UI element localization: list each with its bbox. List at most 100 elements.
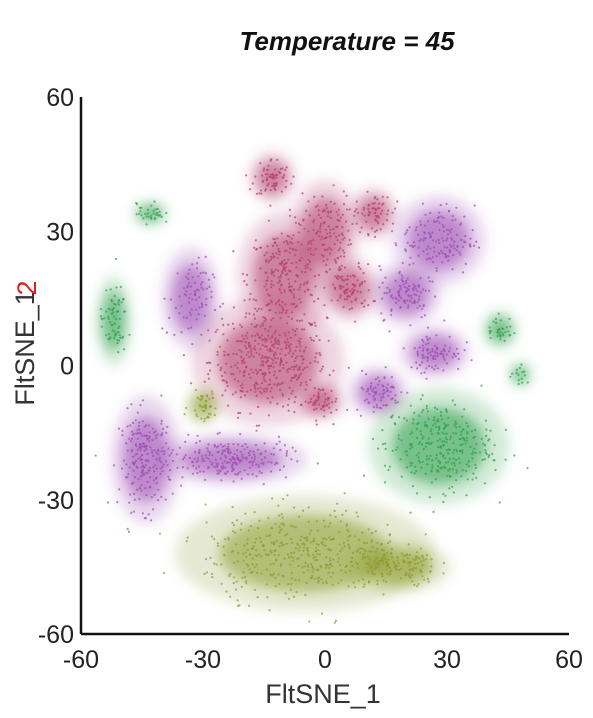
scatter-point <box>244 551 247 554</box>
scatter-point <box>190 308 193 311</box>
scatter-point <box>489 330 493 333</box>
scatter-point <box>147 513 150 516</box>
scatter-point <box>204 400 208 403</box>
scatter-point <box>418 239 421 242</box>
scatter-point <box>183 456 186 459</box>
scatter-point <box>252 313 256 316</box>
scatter-point <box>384 447 387 450</box>
scatter-point <box>198 398 201 401</box>
scatter-point <box>406 553 409 556</box>
scatter-point <box>394 394 397 397</box>
scatter-point <box>237 411 240 415</box>
scatter-point <box>425 248 428 251</box>
scatter-point <box>197 289 200 292</box>
scatter-point <box>408 564 411 567</box>
scatter-point <box>277 300 280 304</box>
scatter-point <box>284 303 287 306</box>
scatter-point <box>410 297 413 300</box>
scatter-point <box>255 537 258 541</box>
scatter-point <box>350 307 354 310</box>
scatter-point <box>282 405 285 408</box>
scatter-point <box>134 453 137 456</box>
scatter-point <box>347 535 350 538</box>
scatter-point <box>341 513 344 516</box>
scatter-point <box>498 333 501 336</box>
scatter-point <box>145 493 148 497</box>
scatter-point <box>184 454 187 457</box>
scatter-point <box>200 395 203 398</box>
scatter-point <box>317 581 320 584</box>
scatter-point <box>294 280 297 283</box>
scatter-point <box>195 467 198 470</box>
scatter-point <box>220 563 223 566</box>
scatter-point <box>201 281 204 284</box>
scatter-point <box>340 569 343 572</box>
scatter-point <box>437 465 440 468</box>
scatter-point <box>139 210 142 213</box>
scatter-point <box>338 219 341 222</box>
scatter-point <box>333 286 336 289</box>
scatter-point <box>277 382 280 385</box>
scatter-point <box>161 446 164 449</box>
scatter-point <box>269 189 272 192</box>
scatter-point <box>226 461 229 464</box>
scatter-point <box>374 386 377 389</box>
scatter-point <box>159 472 162 475</box>
scatter-point <box>160 419 163 422</box>
scatter-point <box>272 237 275 240</box>
scatter-point <box>295 374 298 377</box>
scatter-point <box>248 454 251 457</box>
scatter-point <box>429 247 432 250</box>
scatter-point <box>161 470 164 473</box>
scatter-point <box>289 588 292 591</box>
scatter-point <box>335 236 338 239</box>
scatter-point <box>278 340 281 343</box>
scatter-point <box>202 288 205 291</box>
scatter-point <box>451 468 455 471</box>
scatter-point <box>299 372 302 375</box>
scatter-point <box>388 566 392 570</box>
scatter-point <box>256 383 259 386</box>
scatter-point <box>349 243 352 246</box>
scatter-point <box>279 352 282 355</box>
scatter-point <box>270 301 273 304</box>
scatter-point <box>368 401 371 404</box>
scatter-point <box>312 568 315 571</box>
scatter-point <box>157 488 160 491</box>
scatter-point <box>475 476 478 479</box>
scatter-point <box>237 472 240 475</box>
scatter-point <box>165 442 168 445</box>
scatter-point <box>279 369 282 372</box>
scatter-point <box>280 291 283 294</box>
scatter-point <box>148 466 151 469</box>
scatter-point <box>321 243 324 247</box>
scatter-point <box>147 424 150 427</box>
scatter-point <box>292 248 295 251</box>
scatter-point <box>455 450 459 453</box>
scatter-point <box>310 529 313 532</box>
scatter-point <box>374 378 377 381</box>
scatter-point <box>284 168 287 171</box>
scatter-point <box>306 549 309 553</box>
scatter-point <box>189 293 192 296</box>
scatter-point <box>208 397 211 400</box>
scatter-point <box>367 207 370 210</box>
scatter-point <box>132 469 135 472</box>
scatter-point <box>312 403 315 406</box>
scatter-point <box>298 319 301 323</box>
scatter-point <box>448 457 451 460</box>
scatter-point <box>269 563 272 566</box>
scatter-point <box>140 466 143 469</box>
scatter-point <box>483 482 486 485</box>
scatter-point <box>316 529 319 532</box>
scatter-point <box>209 413 212 416</box>
scatter-point <box>219 369 222 372</box>
scatter-point <box>266 184 269 187</box>
scatter-point <box>162 463 165 466</box>
scatter-point <box>131 430 134 433</box>
scatter-point <box>311 566 314 569</box>
scatter-point <box>526 381 529 384</box>
scatter-point <box>517 373 520 376</box>
scatter-point <box>350 293 353 296</box>
scatter-point <box>292 525 295 528</box>
